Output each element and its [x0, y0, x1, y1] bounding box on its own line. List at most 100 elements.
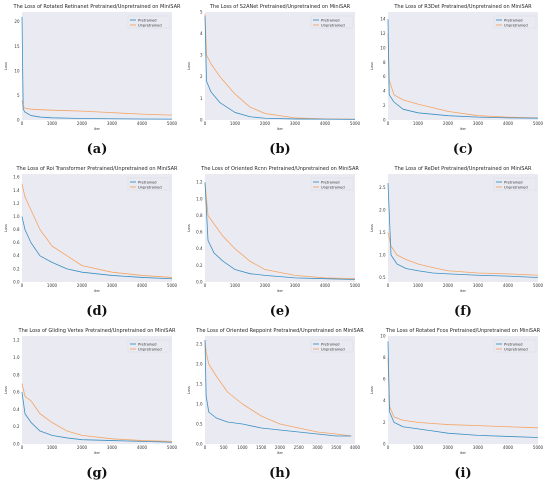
chart-svg: The Loss of ReDet Pretrained/Unpretraine… [370, 166, 544, 293]
panel-caption: (e) [269, 304, 291, 319]
x-tick-label: 3000 [473, 121, 484, 126]
y-tick-label: 0.5 [196, 421, 203, 426]
plot-area [388, 336, 538, 444]
y-tick-label: 1.0 [13, 214, 20, 219]
plot-area [205, 12, 355, 120]
y-tick-label: 1.5 [379, 230, 386, 235]
x-tick-label: 2000 [443, 283, 454, 288]
x-tick-label: 3000 [107, 445, 118, 450]
x-tick-label: 5000 [533, 283, 544, 288]
y-tick-label: 0.6 [13, 390, 20, 395]
legend-label-pretrained: Pretrained [321, 342, 340, 346]
x-axis-label: iter [94, 451, 101, 455]
series-line-pretrained [387, 182, 539, 278]
x-tick-label: 3000 [290, 283, 301, 288]
x-tick-label: 3000 [312, 445, 323, 450]
x-tick-label: 0 [387, 445, 390, 450]
plot-area [22, 336, 172, 444]
x-tick-label: 1000 [230, 121, 241, 126]
panel-caption: (d) [86, 304, 108, 319]
panel-caption: (f) [454, 304, 472, 319]
chart-title: The Loss of S2ANet Pretrained/Unpretrain… [209, 4, 351, 10]
x-tick-label: 5000 [167, 121, 178, 126]
plot-area [388, 174, 538, 282]
series-line-unpretrained [204, 182, 356, 280]
y-tick-label: 1.2 [13, 338, 20, 343]
y-tick-label: 0.0 [13, 279, 20, 284]
y-axis-label: Loss [370, 386, 374, 394]
chart-svg: The Loss of Rotated Fcos Pretrained/Unpr… [370, 328, 544, 455]
y-axis-label: Loss [187, 224, 191, 232]
x-tick-label: 2000 [77, 283, 88, 288]
x-axis-label: iter [460, 289, 467, 293]
y-tick-label: 1.5 [196, 381, 203, 386]
y-axis-label: Loss [187, 386, 191, 394]
y-tick-label: 0.4 [196, 246, 203, 251]
y-tick-label: 0.2 [196, 263, 203, 268]
y-tick-label: 8 [383, 355, 386, 360]
chart-panel-3: The Loss of R3Det Pretrained/Unpretraine… [368, 0, 546, 135]
series-line-pretrained [204, 182, 356, 280]
x-tick-label: 4000 [137, 445, 148, 450]
series-line-unpretrained [387, 357, 539, 429]
x-tick-label: 1000 [47, 121, 58, 126]
legend-label-unpretrained: Unpretrained [138, 23, 162, 27]
y-tick-label: 10 [380, 45, 386, 50]
x-tick-label: 3000 [290, 121, 301, 126]
series-line-pretrained [21, 216, 173, 280]
y-tick-label: 0 [17, 117, 20, 122]
y-tick-label: 20 [14, 19, 20, 24]
plot-area [388, 12, 538, 120]
x-tick-label: 1000 [47, 445, 58, 450]
x-tick-label: 5000 [167, 445, 178, 450]
y-tick-label: 6 [383, 377, 386, 382]
y-tick-label: 0.4 [13, 253, 20, 258]
x-tick-label: 2000 [77, 445, 88, 450]
plot-area [205, 336, 355, 444]
y-tick-label: 2 [383, 420, 386, 425]
legend-label-unpretrained: Unpretrained [504, 185, 528, 189]
panel-caption: (c) [452, 142, 474, 157]
y-tick-label: 0.2 [13, 424, 20, 429]
chart-title: The Loss of Rotated Fcos Pretrained/Unpr… [385, 328, 541, 334]
y-tick-label: 0.8 [13, 372, 20, 377]
x-tick-label: 500 [220, 445, 228, 450]
x-tick-label: 2000 [443, 445, 454, 450]
legend-label-pretrained: Pretrained [138, 18, 157, 22]
chart-svg: The Loss of Oriented Reppoint Pretrained… [187, 328, 364, 455]
x-axis-label: iter [277, 289, 284, 293]
y-tick-label: 6 [383, 74, 386, 79]
x-tick-label: 1000 [413, 445, 424, 450]
y-tick-label: 1.0 [13, 355, 20, 360]
series-line-pretrained [387, 341, 539, 438]
chart-panel-4: The Loss of Roi Transformer Pretrained/U… [2, 162, 180, 297]
x-tick-label: 4000 [320, 283, 331, 288]
y-tick-label: 2 [383, 103, 386, 108]
x-tick-label: 2000 [275, 445, 286, 450]
x-tick-label: 2000 [77, 121, 88, 126]
chart-panel-1: The Loss of Rotated Retinanet Pretrained… [2, 0, 181, 135]
x-tick-label: 3500 [331, 445, 342, 450]
chart-svg: The Loss of R3Det Pretrained/Unpretraine… [370, 4, 544, 131]
x-tick-label: 0 [204, 283, 207, 288]
legend-label-unpretrained: Unpretrained [504, 23, 528, 27]
chart-panel-2: The Loss of S2ANet Pretrained/Unpretrain… [185, 0, 363, 135]
x-tick-label: 0 [204, 445, 207, 450]
y-tick-label: 1.6 [13, 175, 20, 180]
y-tick-label: 1.0 [196, 401, 203, 406]
y-tick-label: 1 [200, 96, 203, 101]
y-tick-label: 4 [383, 89, 386, 94]
legend-label-pretrained: Pretrained [504, 180, 523, 184]
y-tick-label: 1.2 [196, 180, 203, 185]
y-axis-label: Loss [4, 224, 8, 232]
plot-area [22, 174, 172, 282]
x-tick-label: 1500 [256, 445, 267, 450]
series-line-unpretrained [21, 100, 173, 116]
y-tick-label: 0 [383, 117, 386, 122]
chart-title: The Loss of Rotated Retinanet Pretrained… [13, 4, 181, 10]
